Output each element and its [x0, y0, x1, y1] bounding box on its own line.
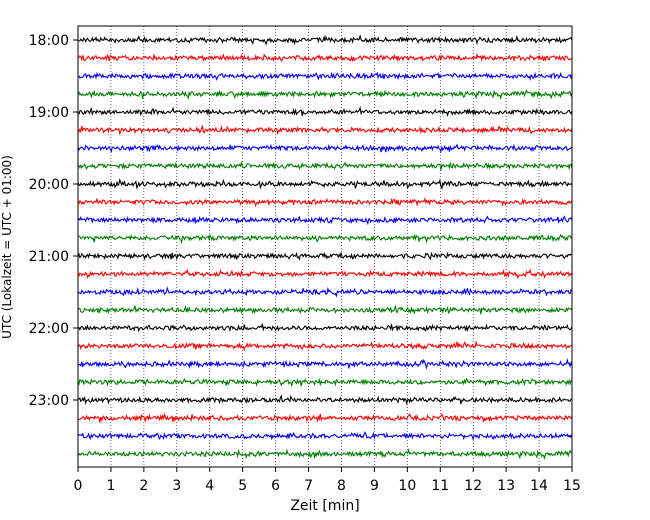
trace-2130 — [77, 286, 573, 298]
trace-2215 — [77, 340, 573, 352]
x-tick-label-14: 14 — [530, 478, 548, 494]
x-axis-label: Zeit [min] — [290, 498, 359, 514]
trace-2045 — [77, 233, 573, 245]
x-tick-label-4: 4 — [205, 478, 214, 494]
trace-2300 — [78, 394, 573, 406]
trace-2200 — [77, 323, 573, 333]
trace-1845 — [77, 89, 573, 101]
y-tick-label-1800: 18:00 — [29, 33, 69, 49]
trace-2100 — [77, 251, 573, 261]
x-tick-label-13: 13 — [497, 478, 515, 494]
seismic-traces — [77, 33, 573, 461]
y-tick-label-1900: 19:00 — [29, 105, 69, 121]
x-tick-label-11: 11 — [431, 478, 449, 494]
trace-1815 — [77, 52, 573, 63]
x-tick-label-2: 2 — [139, 478, 148, 494]
y-axis-label: UTC (Lokalzeit = UTC + 01:00) — [0, 155, 14, 339]
y-axis-ticks: 18:00 19:00 20:00 21:00 22:00 23:00 — [29, 33, 78, 409]
x-tick-label-8: 8 — [337, 478, 346, 494]
x-tick-label-3: 3 — [172, 478, 181, 494]
trace-2230 — [77, 358, 573, 371]
y-tick-label-2200: 22:00 — [29, 321, 69, 337]
x-tick-label-10: 10 — [398, 478, 416, 494]
x-axis-ticks: 0 1 2 3 4 5 6 7 8 9 10 11 12 13 14 15 — [74, 467, 581, 494]
trace-2245 — [77, 377, 572, 388]
trace-1945 — [77, 160, 573, 171]
trace-2115 — [77, 268, 573, 280]
y-tick-label-2100: 21:00 — [29, 249, 69, 265]
trace-2145 — [77, 304, 573, 315]
y-tick-label-2000: 20:00 — [29, 177, 69, 193]
plot-frame — [77, 25, 573, 468]
x-tick-label-1: 1 — [106, 478, 115, 494]
trace-2030 — [77, 215, 573, 226]
x-tick-label-12: 12 — [464, 478, 482, 494]
x-tick-label-0: 0 — [74, 478, 83, 494]
x-tick-label-5: 5 — [238, 478, 247, 494]
trace-1930 — [77, 143, 573, 154]
trace-1915 — [77, 124, 573, 136]
x-tick-label-15: 15 — [563, 478, 581, 494]
x-tick-label-6: 6 — [271, 478, 280, 494]
trace-2015 — [77, 197, 573, 208]
y-tick-label-2300: 23:00 — [29, 393, 69, 409]
trace-2000 — [77, 177, 573, 190]
trace-2345 — [77, 447, 573, 461]
x-tick-label-9: 9 — [370, 478, 379, 494]
x-tick-label-7: 7 — [304, 478, 313, 494]
trace-2315 — [77, 412, 573, 423]
trace-2330 — [77, 431, 573, 442]
trace-1900 — [77, 105, 573, 118]
trace-1800 — [77, 33, 573, 46]
trace-1830 — [77, 71, 573, 82]
